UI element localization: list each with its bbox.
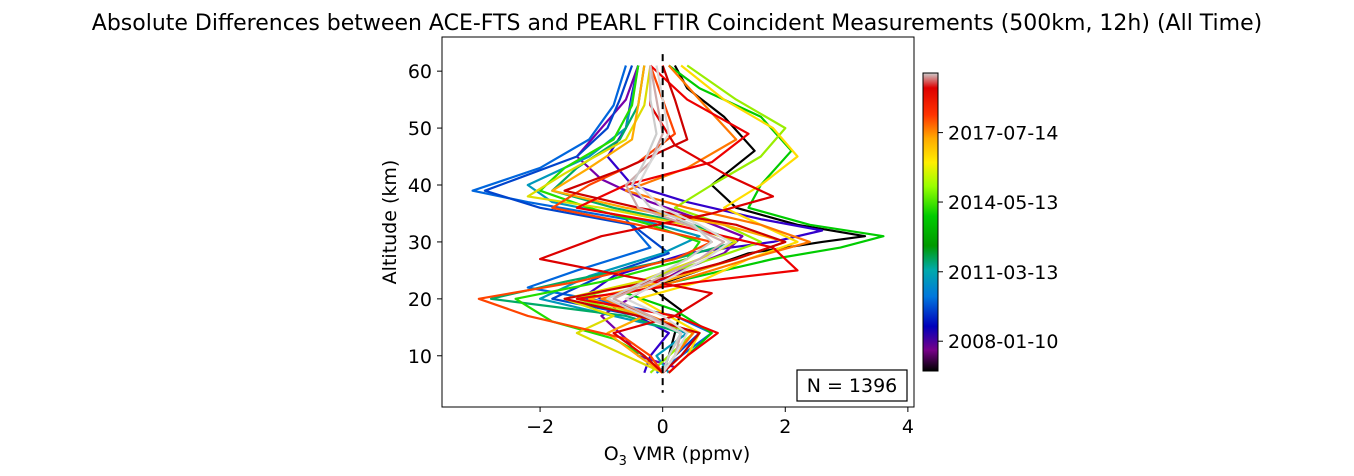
colorbar-tick-label: 2014-05-13 — [948, 192, 1058, 214]
y-tick-label: 20 — [408, 289, 432, 311]
series-line-15 — [575, 64, 799, 374]
colorbar-tick-label: 2008-01-10 — [948, 331, 1058, 353]
series-line-19 — [606, 65, 713, 374]
y-tick-label: 10 — [408, 346, 432, 368]
colorbar-gradient — [922, 72, 939, 372]
x-tick-label: 4 — [902, 416, 914, 438]
x-tick-label: −2 — [526, 416, 554, 438]
x-axis: −2 0 2 4 — [526, 407, 914, 438]
y-tick-label: 50 — [408, 118, 432, 140]
annotation-box: N = 1396 — [796, 369, 908, 402]
annotation-frame — [796, 369, 908, 402]
colorbar-tick-label: 2017-07-14 — [948, 123, 1058, 145]
chart-title: Absolute Differences between ACE-FTS and… — [92, 11, 1262, 36]
x-tick-label: 0 — [657, 416, 669, 438]
series-line-7 — [624, 64, 885, 374]
colorbar-ticks: 2008-01-10 2011-03-13 2014-05-13 2017-07-14 — [938, 123, 1058, 353]
plot-area — [441, 36, 915, 408]
y-axis: 10 20 30 40 50 60 — [408, 61, 442, 368]
series-line-11 — [637, 64, 799, 374]
x-tick-label: 2 — [779, 416, 791, 438]
series-line-9 — [575, 64, 787, 374]
series-line-10 — [526, 65, 738, 374]
series-line-3 — [471, 65, 713, 374]
y-tick-label: 60 — [408, 61, 432, 83]
series-line-8 — [514, 65, 701, 374]
y-axis-label: Altitude (km) — [379, 160, 401, 285]
annotation-text: N = 1396 — [807, 375, 898, 397]
colorbar-tick-label: 2011-03-13 — [948, 262, 1058, 284]
y-tick-label: 40 — [408, 175, 432, 197]
colorbar: 2008-01-10 2011-03-13 2014-05-13 2017-07-14 — [922, 72, 1058, 372]
y-tick-label: 30 — [408, 232, 432, 254]
plot-frame — [441, 36, 915, 408]
x-axis-label: O3 VMR (ppmv) — [604, 443, 751, 469]
series-line-16 — [539, 65, 775, 374]
series-layer — [471, 64, 885, 374]
